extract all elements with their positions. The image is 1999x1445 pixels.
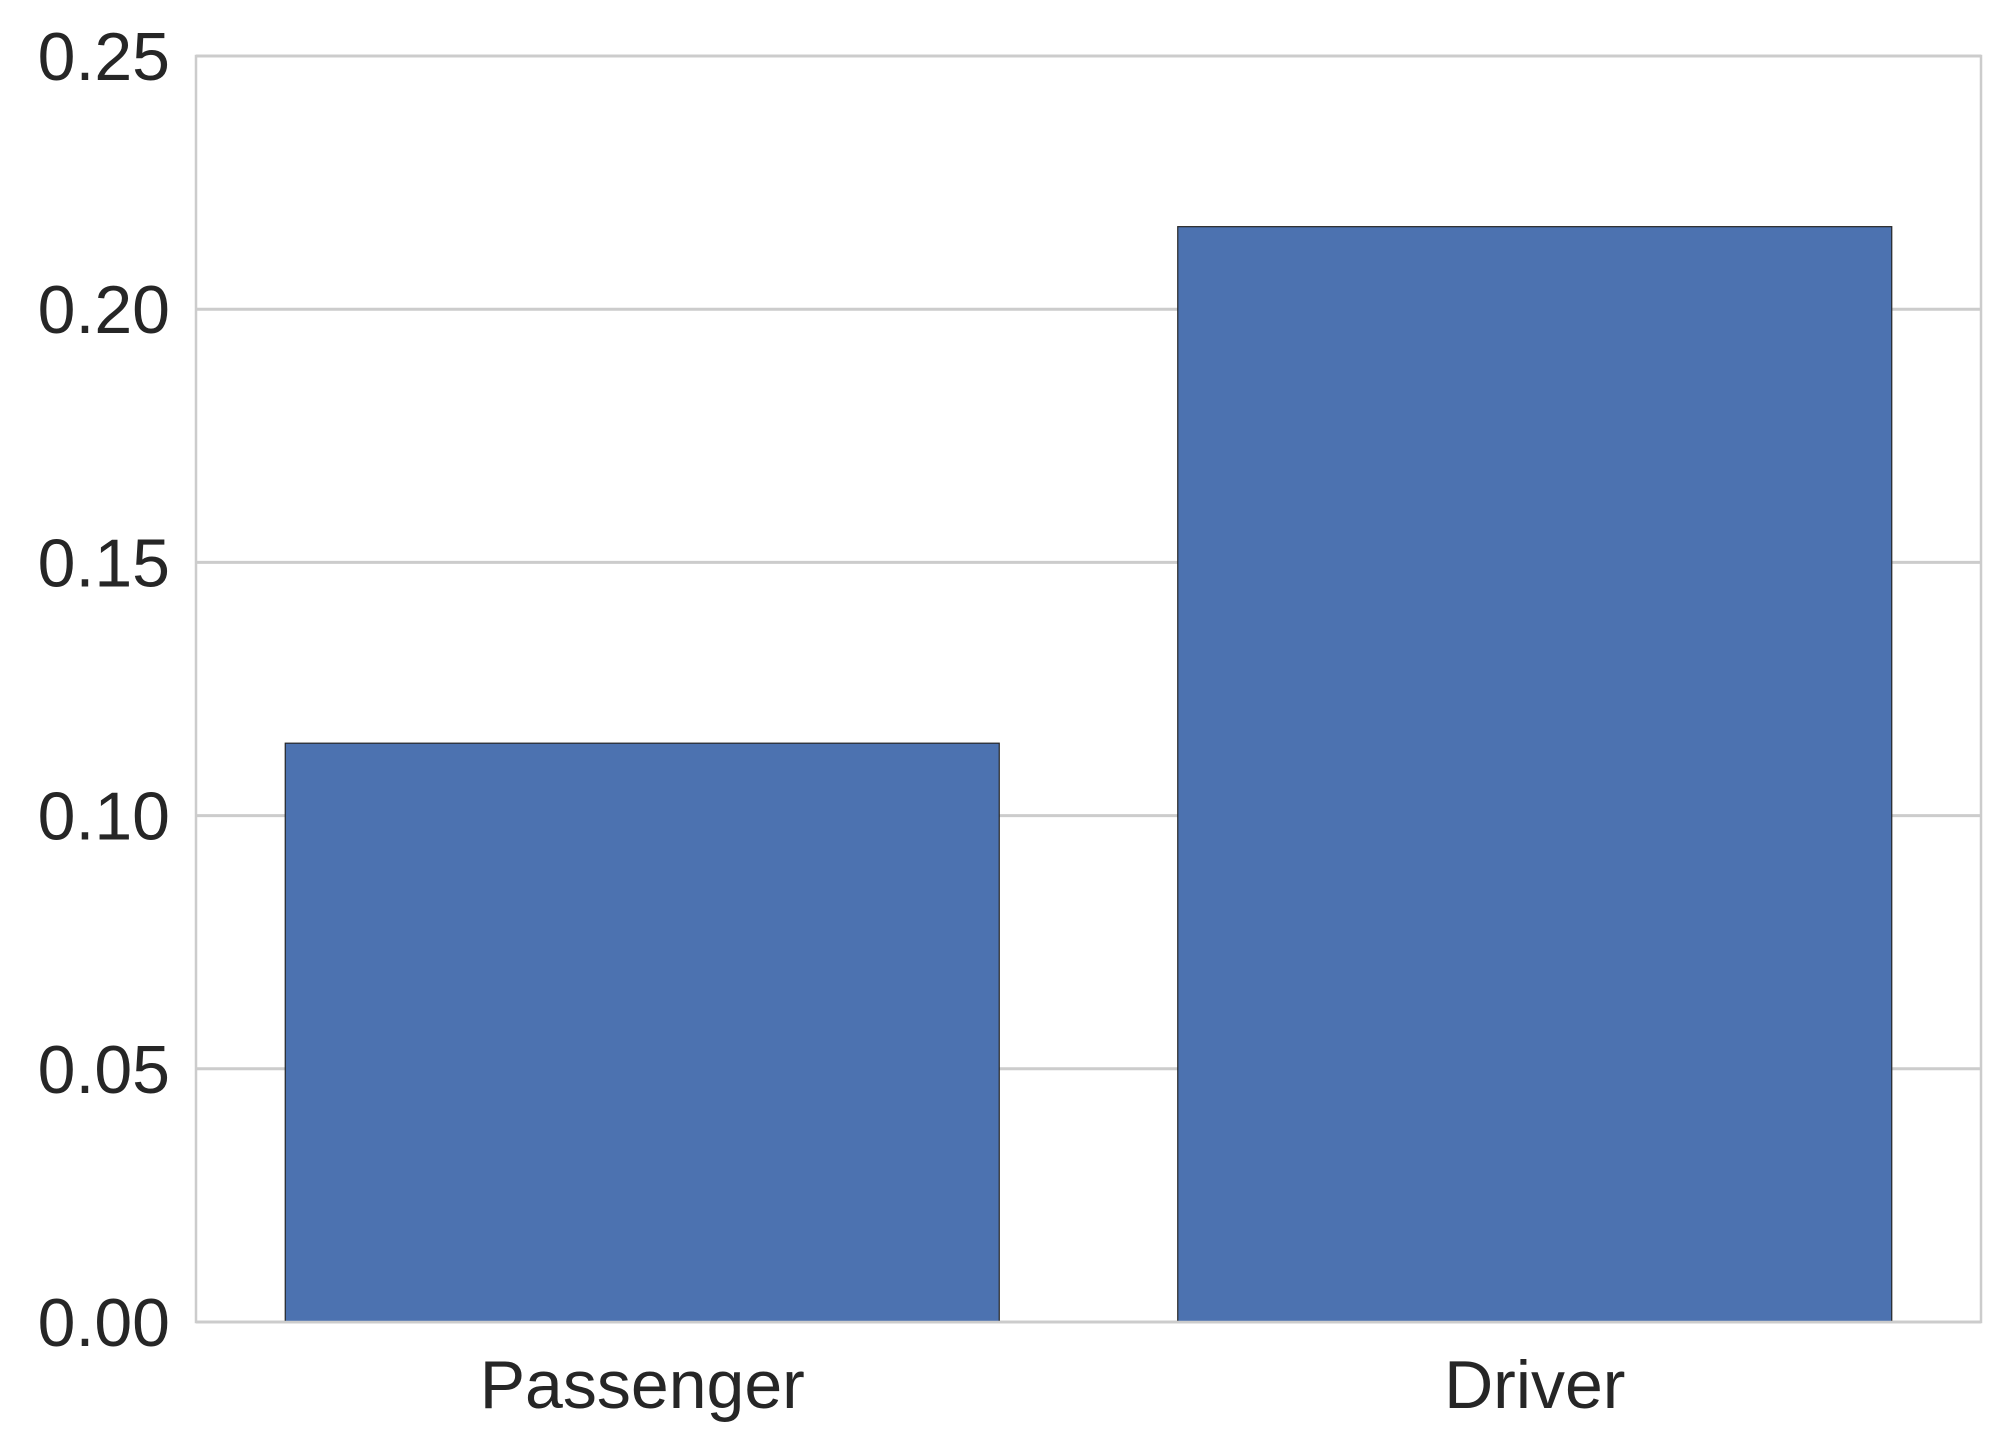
y-tick-label: 0.05	[38, 1032, 170, 1108]
plot-frame	[194, 54, 1983, 1324]
x-tick-label: Driver	[1444, 1347, 1625, 1423]
y-tick-label: 0.25	[38, 19, 170, 95]
y-axis-tick-labels: 0.00 0.05 0.10 0.15 0.20 0.25	[38, 19, 170, 1361]
y-tick-label: 0.00	[38, 1285, 170, 1361]
bar-driver	[1177, 226, 1893, 1323]
y-tick-label: 0.20	[38, 272, 170, 348]
x-tick-label: Passenger	[480, 1347, 805, 1423]
bar-passenger	[284, 742, 1000, 1323]
bars	[284, 226, 1893, 1323]
x-axis-tick-labels: Passenger Driver	[480, 1347, 1626, 1423]
y-tick-label: 0.10	[38, 779, 170, 855]
y-tick-label: 0.15	[38, 525, 170, 601]
